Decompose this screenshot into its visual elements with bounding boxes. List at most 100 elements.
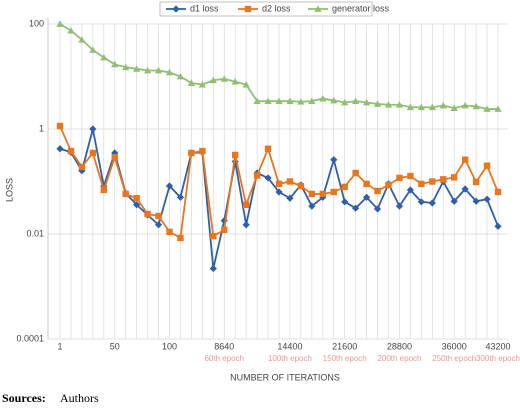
marker: [429, 178, 436, 185]
marker: [494, 188, 502, 196]
marker: [308, 97, 316, 104]
marker: [165, 182, 174, 190]
marker: [373, 100, 382, 107]
marker: [177, 234, 184, 242]
marker: [155, 212, 162, 220]
marker: [384, 101, 393, 108]
marker: [242, 221, 250, 229]
marker: [418, 180, 425, 188]
marker: [133, 195, 140, 202]
epoch-annotation: 60th epoch: [204, 354, 244, 363]
marker: [133, 201, 141, 209]
marker: [330, 188, 337, 196]
marker: [352, 204, 360, 212]
marker: [406, 186, 414, 194]
legend-box: [159, 1, 373, 17]
marker: [341, 183, 348, 191]
marker: [472, 178, 480, 186]
epoch-annotation: 100th epoch: [268, 354, 312, 363]
marker: [417, 198, 425, 206]
marker: [395, 202, 404, 210]
legend-label: generator loss: [332, 3, 390, 13]
marker: [407, 172, 414, 180]
x-tick-label: 28800: [387, 341, 412, 351]
marker: [264, 145, 272, 152]
marker: [56, 145, 64, 153]
marker: [297, 98, 305, 105]
marker: [56, 20, 64, 27]
epoch-annotation: 200th epoch: [377, 354, 421, 363]
marker: [221, 226, 228, 234]
marker: [308, 202, 316, 210]
marker: [319, 94, 327, 102]
marker: [308, 190, 316, 198]
x-tick-label: 43200: [485, 341, 510, 351]
source-label: Sources:: [2, 391, 46, 405]
marker: [67, 26, 75, 34]
marker: [314, 5, 322, 12]
marker: [89, 46, 97, 53]
marker: [461, 185, 469, 193]
marker: [374, 187, 381, 195]
marker: [253, 97, 261, 104]
marker: [89, 149, 97, 157]
marker: [56, 122, 64, 130]
marker: [451, 174, 458, 181]
marker: [144, 210, 151, 218]
epoch-annotation: 250th epoch: [432, 354, 476, 363]
marker: [122, 190, 129, 198]
x-tick-label: 8640: [214, 341, 234, 351]
marker: [494, 105, 502, 112]
marker: [483, 195, 491, 203]
marker: [78, 36, 86, 43]
marker: [154, 221, 163, 229]
epoch-annotation: 300th epoch: [476, 354, 520, 363]
marker: [100, 53, 108, 61]
marker: [483, 162, 491, 169]
y-tick-label: 0.0001: [16, 333, 44, 343]
marker: [472, 197, 480, 205]
marker: [483, 105, 491, 112]
marker: [330, 156, 338, 164]
marker: [78, 163, 86, 171]
marker: [275, 97, 283, 104]
legend-label: d1 loss: [190, 3, 219, 13]
marker: [199, 147, 206, 155]
x-tick-label: 50: [110, 341, 120, 351]
marker: [67, 147, 75, 155]
marker: [209, 264, 217, 273]
marker: [439, 101, 447, 109]
marker: [373, 205, 382, 213]
marker: [176, 193, 185, 201]
marker: [275, 188, 283, 196]
marker: [231, 77, 239, 85]
x-tick-label: 36000: [442, 341, 467, 351]
marker: [242, 81, 250, 88]
marker: [396, 174, 403, 182]
marker: [165, 68, 174, 76]
marker: [363, 193, 371, 201]
y-tick-label: 100: [29, 18, 44, 28]
marker: [264, 97, 272, 104]
marker: [450, 197, 458, 205]
marker: [297, 182, 305, 190]
marker: [428, 199, 436, 207]
marker: [154, 66, 163, 74]
source-text: Authors: [60, 391, 99, 405]
marker: [417, 103, 425, 111]
marker: [176, 72, 185, 80]
marker: [209, 76, 217, 84]
marker: [440, 176, 447, 183]
marker: [122, 63, 130, 71]
marker: [198, 81, 206, 88]
marker: [232, 151, 239, 159]
marker: [406, 103, 414, 111]
marker: [244, 5, 252, 13]
marker: [89, 125, 97, 133]
x-tick-label: 100: [162, 341, 177, 351]
marker: [363, 98, 371, 106]
marker: [111, 60, 119, 68]
marker: [166, 228, 173, 236]
